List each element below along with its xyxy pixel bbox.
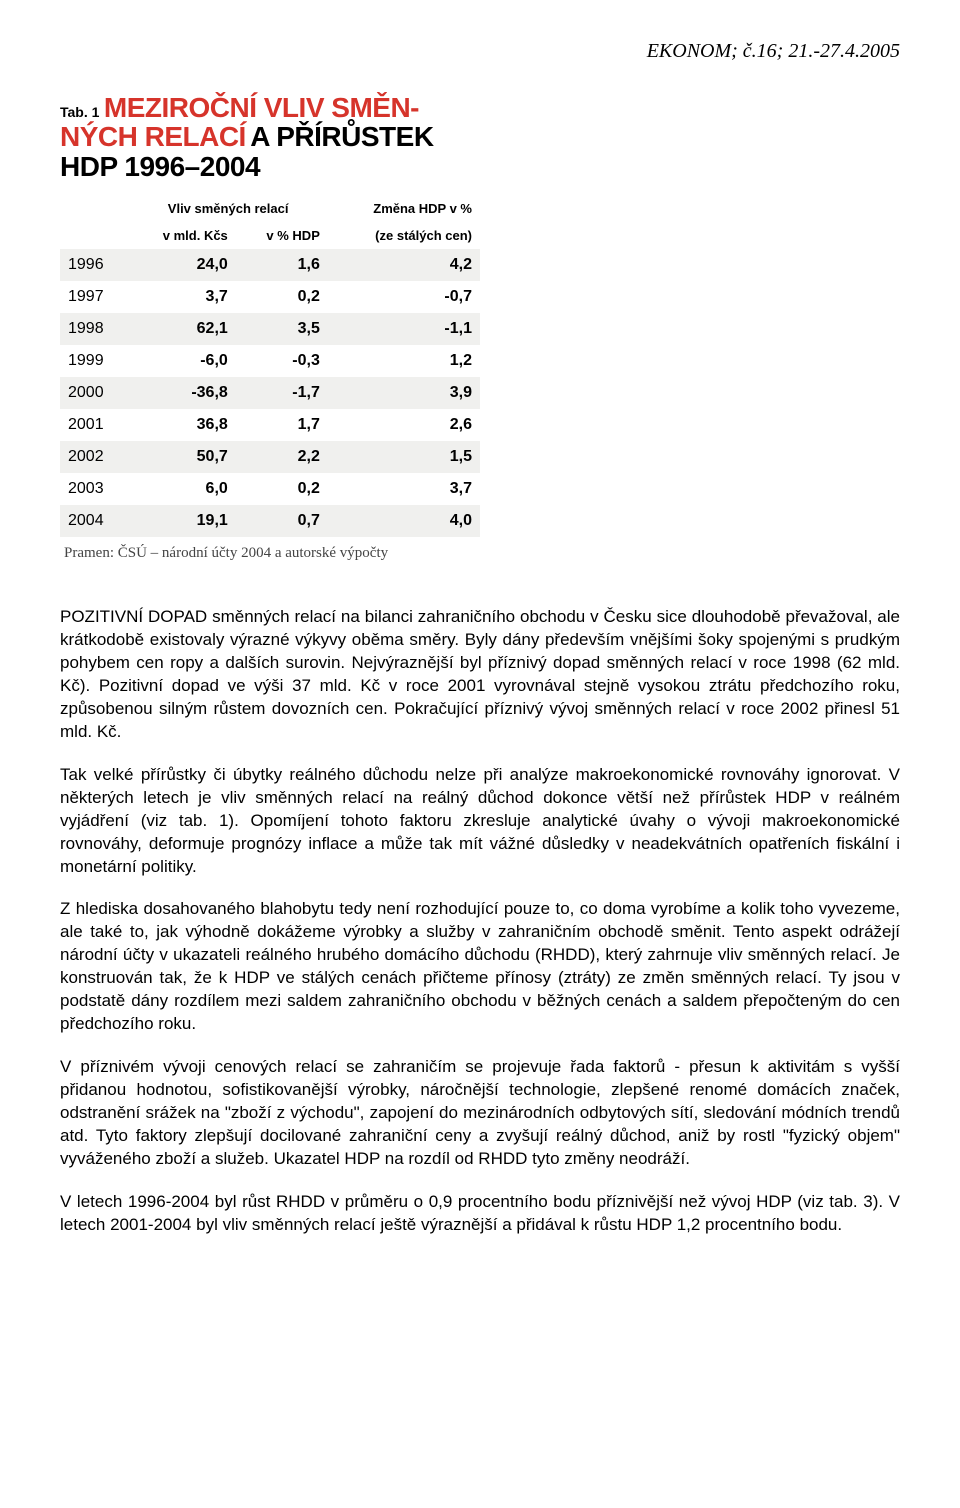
cell-v1: 19,1 [128,505,235,537]
cell-v2: -1,7 [236,377,328,409]
table-title-red-1: MEZIROČNÍ VLIV SMĚN- [104,92,419,123]
cell-v1: 3,7 [128,281,235,313]
cell-year: 1998 [60,313,128,345]
cell-year: 1999 [60,345,128,377]
cell-v1: 50,7 [128,441,235,473]
cell-v1: 62,1 [128,313,235,345]
table-label-prefix: Tab. 1 [60,104,99,120]
cell-v3: 3,7 [328,473,480,505]
cell-v2: 3,5 [236,313,328,345]
table-title-black-2: HDP 1996–2004 [60,151,260,182]
table-row: 199624,01,64,2 [60,249,480,281]
table-row: 20036,00,23,7 [60,473,480,505]
cell-v3: 2,6 [328,409,480,441]
table-title-red-2: NÝCH RELACÍ [60,121,246,152]
cell-v3: 1,5 [328,441,480,473]
table-row: 200136,81,72,6 [60,409,480,441]
col-header-3a: Změna HDP v % [328,195,480,222]
cell-v1: -36,8 [128,377,235,409]
table-row: 200419,10,74,0 [60,505,480,537]
paragraph-4: V příznivém vývoji cenových relací se za… [60,1056,900,1171]
article-body: POZITIVNÍ DOPAD směnných relací na bilan… [60,606,900,1237]
cell-v2: 1,7 [236,409,328,441]
table-row: 19973,70,2-0,7 [60,281,480,313]
col-header-group: Vliv směných relací [128,195,327,222]
cell-v2: 2,2 [236,441,328,473]
cell-v3: 3,9 [328,377,480,409]
table-row: 1999-6,0-0,31,2 [60,345,480,377]
col-header-3b: (ze stálých cen) [328,222,480,249]
cell-v1: 24,0 [128,249,235,281]
cell-v2: 0,2 [236,473,328,505]
cell-v2: 1,6 [236,249,328,281]
table-source: Pramen: ČSÚ – národní účty 2004 a autors… [60,537,480,566]
table-row: 199862,13,5-1,1 [60,313,480,345]
paragraph-2: Tak velké přírůstky či úbytky reálného d… [60,764,900,879]
cell-year: 1996 [60,249,128,281]
col-header-2: v % HDP [236,222,328,249]
cell-v1: 36,8 [128,409,235,441]
table-row: 200250,72,21,5 [60,441,480,473]
col-header-year [60,195,128,249]
cell-year: 2004 [60,505,128,537]
cell-v3: -0,7 [328,281,480,313]
data-table: Vliv směných relací Změna HDP v % v mld.… [60,195,480,537]
table-title: Tab. 1 MEZIROČNÍ VLIV SMĚN- NÝCH RELACÍ … [60,93,480,181]
document-page: EKONOM; č.16; 21.-27.4.2005 Tab. 1 MEZIR… [0,0,960,1317]
table-title-black-1: A PŘÍRŮSTEK [250,121,433,152]
cell-v3: 1,2 [328,345,480,377]
cell-year: 2001 [60,409,128,441]
cell-v3: 4,2 [328,249,480,281]
cell-v1: 6,0 [128,473,235,505]
col-header-1: v mld. Kčs [128,222,235,249]
cell-v1: -6,0 [128,345,235,377]
table-block: Tab. 1 MEZIROČNÍ VLIV SMĚN- NÝCH RELACÍ … [60,93,480,566]
cell-v3: -1,1 [328,313,480,345]
cell-year: 2000 [60,377,128,409]
cell-year: 2003 [60,473,128,505]
table-body: 199624,01,64,219973,70,2-0,7199862,13,5-… [60,249,480,537]
cell-year: 2002 [60,441,128,473]
cell-v2: 0,7 [236,505,328,537]
paragraph-5: V letech 1996-2004 byl růst RHDD v průmě… [60,1191,900,1237]
cell-year: 1997 [60,281,128,313]
cell-v2: -0,3 [236,345,328,377]
cell-v2: 0,2 [236,281,328,313]
cell-v3: 4,0 [328,505,480,537]
paragraph-1: POZITIVNÍ DOPAD směnných relací na bilan… [60,606,900,744]
page-header: EKONOM; č.16; 21.-27.4.2005 [60,40,900,63]
table-row: 2000-36,8-1,73,9 [60,377,480,409]
paragraph-3: Z hlediska dosahovaného blahobytu tedy n… [60,898,900,1036]
